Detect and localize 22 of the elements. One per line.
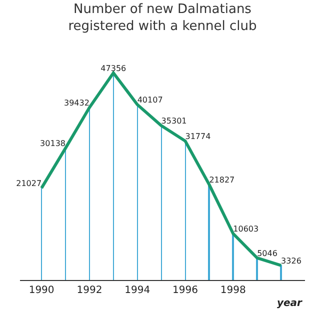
data-label: 40107 xyxy=(137,96,163,105)
x-tick-label: 1998 xyxy=(220,285,246,296)
bar xyxy=(256,258,258,280)
bar xyxy=(208,185,210,280)
x-axis-title: year xyxy=(277,298,304,309)
x-tick-label: 1996 xyxy=(172,285,198,296)
data-label: 47356 xyxy=(100,64,126,73)
data-label: 21027 xyxy=(16,179,42,188)
data-label: 3326 xyxy=(281,256,302,266)
x-tick-label: 1994 xyxy=(124,285,150,296)
x-tick-label: 1990 xyxy=(28,285,54,296)
data-label: 35301 xyxy=(161,116,187,126)
bar xyxy=(232,234,234,280)
bar xyxy=(280,265,282,280)
data-label: 30138 xyxy=(40,139,66,148)
data-label: 39432 xyxy=(64,98,90,108)
x-tick-label: 1992 xyxy=(76,285,102,296)
data-label: 21827 xyxy=(209,176,235,185)
data-label: 5046 xyxy=(257,248,278,258)
data-label: 10603 xyxy=(233,224,259,234)
chart-title: Number of new Dalmatians registered with a kennel club xyxy=(68,2,257,34)
data-label: 31774 xyxy=(185,132,211,142)
